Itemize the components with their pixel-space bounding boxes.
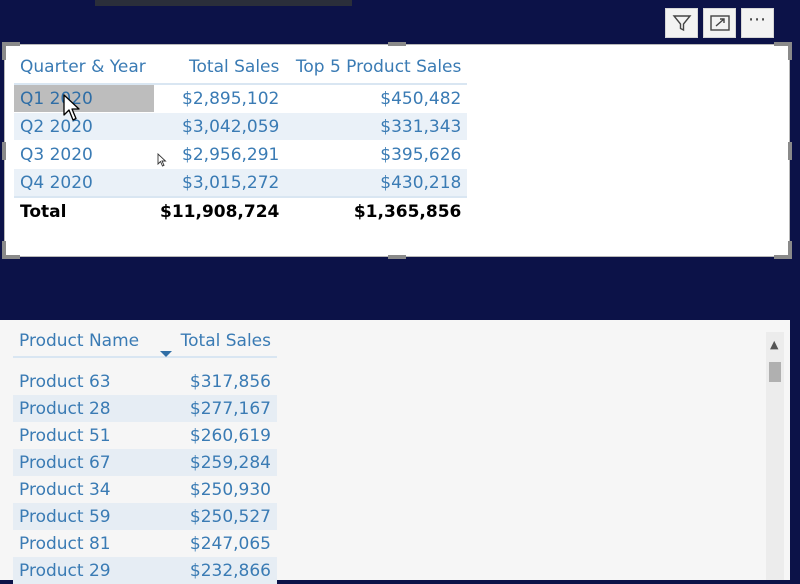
product-sales-cell[interactable]: $250,527: [153, 503, 277, 530]
total-sales-cell[interactable]: $3,042,059: [154, 112, 286, 141]
product-sales-cell[interactable]: $250,930: [189, 479, 271, 500]
more-options-icon: ⋯: [748, 9, 767, 30]
total-sales-cell[interactable]: $3,015,272: [154, 168, 286, 198]
quarter-cell[interactable]: Q2 2020: [14, 112, 154, 141]
sort-descending-icon[interactable]: [160, 351, 172, 357]
vertical-scrollbar[interactable]: ▲: [766, 332, 784, 580]
quarter-cell[interactable]: Q1 2020: [14, 84, 154, 113]
column-header-product-name[interactable]: Product Name: [13, 326, 153, 358]
table-row[interactable]: Product 28 $277,167: [13, 395, 277, 422]
table-row[interactable]: Q1 2020 $2,895,102 $450,482: [14, 84, 468, 113]
product-name-cell[interactable]: Product 28: [13, 395, 153, 422]
table-header-row: Quarter & Year Total Sales Top 5 Product…: [14, 51, 468, 85]
filter-icon: [672, 15, 691, 32]
top5-sales-cell[interactable]: $395,626: [285, 140, 468, 169]
total-sales-cell[interactable]: $2,895,102: [154, 84, 286, 113]
resize-handle-right[interactable]: [788, 142, 792, 160]
top5-sales-cell[interactable]: $430,218: [285, 168, 468, 198]
top-panel-strip: [95, 0, 352, 6]
scroll-up-icon[interactable]: ▲: [770, 338, 779, 351]
visual-header-toolbar: ⋯: [665, 8, 774, 38]
product-name-cell[interactable]: Product 67: [13, 449, 153, 476]
small-pointer-icon: [157, 153, 167, 167]
total-row: Total $11,908,724 $1,365,856: [14, 196, 468, 226]
product-sales-table-visual[interactable]: Product Name Total Sales Product 63 $317…: [0, 320, 790, 584]
column-header-top5-sales[interactable]: Top 5 Product Sales: [285, 51, 468, 85]
product-name-cell[interactable]: Product 51: [19, 425, 111, 446]
mouse-pointer-icon: [63, 94, 80, 121]
column-header-total-sales[interactable]: Total Sales: [154, 51, 286, 85]
table-row[interactable]: Product 67 $259,284: [13, 449, 277, 476]
quarter-cell[interactable]: Q3 2020: [14, 140, 154, 169]
total-label: Total: [14, 196, 154, 226]
top5-sales-cell[interactable]: $450,482: [285, 84, 468, 113]
table-row[interactable]: Q4 2020 $3,015,272 $430,218: [14, 168, 468, 198]
table-row[interactable]: Q3 2020 $2,956,291 $395,626: [14, 140, 468, 169]
focus-mode-icon: [709, 15, 730, 31]
column-header-total-sales[interactable]: Total Sales: [153, 326, 277, 358]
product-sales-cell[interactable]: $277,167: [153, 395, 277, 422]
resize-handle-top-left[interactable]: [2, 42, 20, 60]
product-sales-cell[interactable]: $247,065: [189, 533, 271, 554]
quarter-sales-matrix-visual[interactable]: Quarter & Year Total Sales Top 5 Product…: [2, 42, 792, 259]
more-options-button[interactable]: ⋯: [741, 8, 774, 38]
column-header-quarter[interactable]: Quarter & Year: [14, 51, 154, 85]
product-name-cell[interactable]: Product 81: [19, 533, 111, 554]
product-sales-cell[interactable]: $260,619: [189, 425, 271, 446]
product-name-cell[interactable]: Product 34: [19, 479, 111, 500]
top5-sales-cell[interactable]: $331,343: [285, 112, 468, 141]
total-sales-sum: $11,908,724: [154, 196, 286, 226]
filter-button[interactable]: [665, 8, 698, 38]
product-name-cell[interactable]: Product 63: [19, 371, 111, 392]
table-row[interactable]: Product 63 $317,856: [13, 357, 277, 395]
resize-handle-top[interactable]: [388, 42, 406, 46]
product-name-cell[interactable]: Product 59: [13, 503, 153, 530]
table-row[interactable]: Product 59 $250,527: [13, 503, 277, 530]
table-row[interactable]: Product 34 $250,930: [13, 476, 277, 503]
table-header-row: Product Name Total Sales: [13, 326, 277, 358]
focus-mode-button[interactable]: [703, 8, 736, 38]
table-row[interactable]: Q2 2020 $3,042,059 $331,343: [14, 112, 468, 141]
column-header-total-sales-label: Total Sales: [180, 331, 271, 351]
product-sales-cell[interactable]: $259,284: [153, 449, 277, 476]
top5-sales-sum: $1,365,856: [285, 196, 468, 226]
resize-handle-top-right[interactable]: [774, 42, 792, 60]
resize-handle-bottom-right[interactable]: [774, 241, 792, 259]
resize-handle-bottom[interactable]: [388, 255, 406, 259]
table-row[interactable]: Product 51 $260,619: [13, 422, 277, 449]
resize-handle-left[interactable]: [2, 142, 6, 160]
scrollbar-thumb[interactable]: [769, 362, 781, 382]
total-sales-cell[interactable]: $2,956,291: [154, 140, 286, 169]
table-row[interactable]: Product 81 $247,065: [13, 530, 277, 557]
product-sales-table: Product Name Total Sales Product 63 $317…: [13, 326, 277, 584]
resize-handle-bottom-left[interactable]: [2, 241, 20, 259]
quarter-sales-table: Quarter & Year Total Sales Top 5 Product…: [14, 51, 468, 226]
quarter-cell[interactable]: Q4 2020: [14, 168, 154, 198]
product-sales-cell[interactable]: $317,856: [189, 371, 271, 392]
